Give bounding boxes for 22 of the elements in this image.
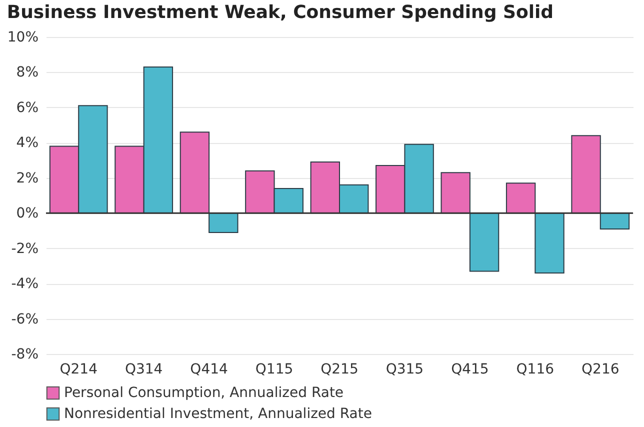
y-tick-label: -4% bbox=[11, 276, 38, 292]
y-tick-label: 6% bbox=[16, 100, 38, 116]
y-tick-label: 8% bbox=[16, 64, 38, 81]
y-tick-label: 4% bbox=[16, 135, 38, 152]
legend-label: Nonresidential Investment, Annualized Rate bbox=[64, 406, 372, 422]
y-tick-label: 0% bbox=[16, 206, 38, 222]
x-tick-label: Q215 bbox=[320, 362, 358, 378]
y-tick-label: -2% bbox=[11, 240, 38, 257]
chart-title: Business Investment Weak, Consumer Spending Solid bbox=[6, 2, 554, 23]
x-tick-label: Q415 bbox=[451, 362, 489, 378]
y-tick-label: 2% bbox=[16, 170, 38, 186]
x-tick-label: Q214 bbox=[60, 362, 98, 378]
y-tick-label: -6% bbox=[11, 311, 38, 328]
x-tick-label: Q315 bbox=[386, 362, 424, 378]
y-tick-label: -8% bbox=[11, 346, 38, 362]
x-tick-label: Q116 bbox=[516, 362, 554, 378]
x-tick-label: Q115 bbox=[255, 362, 294, 378]
x-tick-label: Q414 bbox=[190, 362, 228, 378]
x-tick-label: Q216 bbox=[582, 362, 620, 378]
y-tick-label: 10% bbox=[7, 30, 38, 46]
x-tick-label: Q314 bbox=[124, 362, 163, 378]
legend-label: Personal Consumption, Annualized Rate bbox=[64, 385, 344, 401]
